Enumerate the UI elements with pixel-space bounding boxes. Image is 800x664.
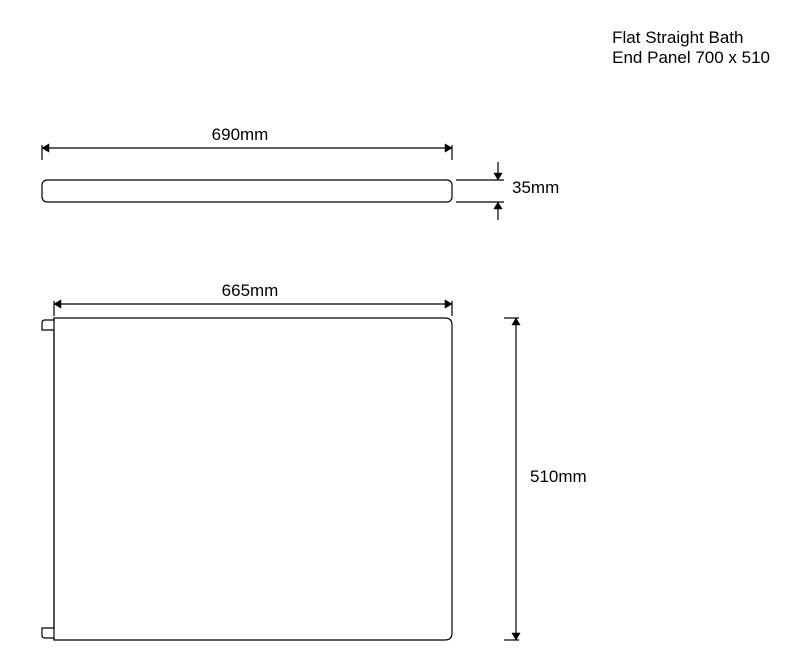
dim-top-width: 690mm — [212, 125, 269, 144]
top-view: 690mm 35mm — [42, 125, 559, 220]
dim-top-height: 35mm — [512, 178, 559, 197]
dim-front-width: 665mm — [222, 281, 279, 300]
front-view: 665mm 510mm — [42, 281, 587, 640]
technical-drawing: 690mm 35mm 665mm 510mm — [0, 0, 800, 664]
dim-front-height: 510mm — [530, 467, 587, 486]
